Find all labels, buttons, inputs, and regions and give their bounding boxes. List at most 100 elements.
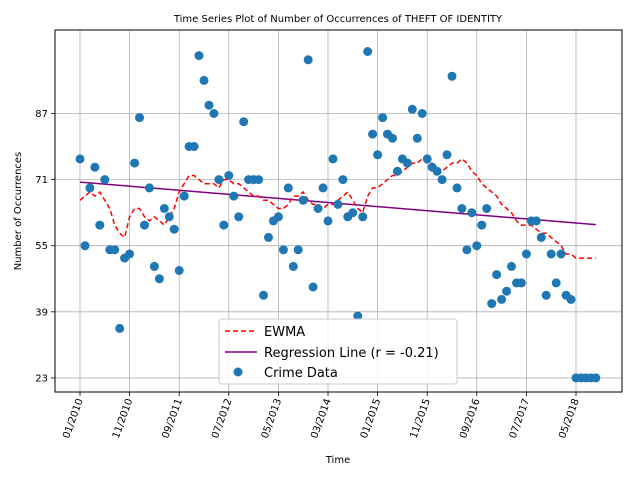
data-point [353,311,363,321]
data-point [358,212,368,222]
data-point [333,199,343,209]
data-point [95,220,105,230]
data-point [149,261,159,271]
data-point [417,109,427,118]
data-point [531,216,541,226]
grid [55,30,622,392]
chart-title: Time Series Plot of Number of Occurrence… [173,14,503,25]
data-point [144,183,154,193]
data-point [551,278,561,288]
data-point [204,100,214,110]
data-point [591,373,601,383]
data-point [492,270,502,280]
x-axis-label: Time [325,455,350,466]
data-point [164,212,174,222]
legend: EWMA Regression Line (r = -0.21) Crime D… [218,318,458,385]
y-ticks: 23 39 55 71 87 [35,109,55,384]
data-point [328,154,338,164]
y-tick-label: 23 [35,373,48,384]
data-point [194,51,204,61]
data-point [80,241,90,251]
data-point [288,261,298,271]
data-point [457,204,467,213]
data-point [507,261,516,271]
data-point [541,290,551,300]
data-point [516,278,526,288]
data-point [293,245,303,255]
data-point [199,75,209,85]
data-point [229,191,239,201]
data-point [219,220,229,230]
data-point [348,208,358,218]
data-point [472,241,482,251]
data-point [90,162,100,172]
data-point [546,249,556,259]
data-point [462,245,472,255]
data-point [209,109,219,118]
data-point [447,71,457,81]
data-point [159,204,169,213]
data-point [179,191,189,201]
data-point [432,166,442,176]
data-point [303,55,313,65]
data-point [487,299,497,309]
data-point [224,171,234,180]
plot-frame [54,29,623,393]
data-point [407,104,417,114]
crime-data-points [75,47,601,383]
data-point [254,175,264,185]
data-point [482,204,492,213]
data-point [214,175,224,185]
data-point [130,158,140,168]
data-point [154,274,164,284]
data-point [259,290,268,300]
y-tick-label: 39 [35,307,48,318]
data-point [264,232,273,242]
data-point [422,154,432,164]
data-point [318,183,328,193]
data-point [100,175,110,185]
y-tick-label: 71 [35,175,48,186]
data-point [278,245,288,255]
data-point [378,113,388,123]
data-point [283,183,293,193]
data-point [125,249,135,259]
data-point [442,150,452,160]
data-point [536,232,546,242]
data-point [368,129,378,139]
data-point [467,208,477,218]
legend-frame [218,318,458,385]
data-point [75,154,85,164]
data-point [556,249,566,259]
data-point [402,158,412,168]
data-point [308,282,318,292]
data-point [135,113,144,123]
data-point [110,245,120,255]
data-point [392,166,402,176]
data-point [174,266,184,275]
y-axis-label: Number of Occurrences [13,152,24,271]
data-point [115,323,125,333]
data-point [502,286,512,296]
data-point [169,224,179,234]
data-point [298,195,308,205]
legend-ewma-label: EWMA [264,325,305,340]
data-point [85,183,95,193]
data-point [412,133,422,143]
data-point [566,294,576,304]
data-point [234,212,244,222]
data-point [388,133,397,143]
data-point [452,183,462,193]
data-point [497,294,507,304]
data-point [273,212,283,222]
y-tick-label: 87 [35,109,48,120]
data-point [373,150,383,160]
data-point [363,47,373,56]
data-point [313,204,323,213]
data-point [521,249,531,259]
data-point [239,117,249,127]
data-point [323,216,333,226]
data-point [140,220,149,230]
data-point [338,175,348,185]
